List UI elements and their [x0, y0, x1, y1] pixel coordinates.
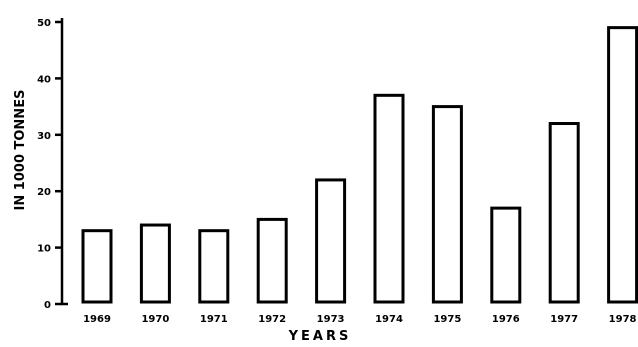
bar-1975: [431, 105, 463, 304]
y-tick-label: 50: [37, 18, 51, 29]
y-ticks-group: 0 10 20 30 40 50: [37, 18, 62, 311]
bar-1976: [490, 206, 522, 304]
x-tick-label-1969: 1969: [83, 314, 111, 325]
x-tick-label-1970: 1970: [141, 314, 169, 325]
x-tick-label-1971: 1971: [200, 314, 228, 325]
bar-1974: [373, 93, 405, 304]
y-tick-label: 0: [44, 300, 51, 311]
bar-1970: [139, 223, 171, 304]
x-axis-label: YEARS: [288, 329, 352, 344]
bar-1971: [198, 229, 230, 304]
x-tick-labels-group: 1969 1970 1971 1972 1973 1974 1975 1976 1977 1978: [83, 314, 636, 325]
x-tick-label-1976: 1976: [492, 314, 520, 325]
y-tick-label: 30: [37, 131, 51, 142]
bar-1969: [81, 229, 113, 304]
x-tick-label-1974: 1974: [375, 314, 403, 325]
bar-1977: [548, 122, 580, 304]
bars-group: [81, 26, 638, 304]
bar-1978: [607, 26, 638, 304]
y-tick-label: 40: [37, 74, 51, 85]
bar-1973: [315, 178, 347, 304]
x-tick-label-1978: 1978: [609, 314, 637, 325]
y-axis: [60, 18, 68, 306]
x-tick-label-1977: 1977: [550, 314, 578, 325]
bar-1972: [256, 217, 288, 304]
y-tick-label: 20: [37, 187, 51, 198]
x-tick-label-1972: 1972: [258, 314, 286, 325]
x-tick-label-1975: 1975: [433, 314, 461, 325]
y-tick-label: 10: [37, 244, 51, 255]
x-tick-label-1973: 1973: [317, 314, 345, 325]
y-axis-label: IN 1000 TONNES: [13, 90, 28, 211]
